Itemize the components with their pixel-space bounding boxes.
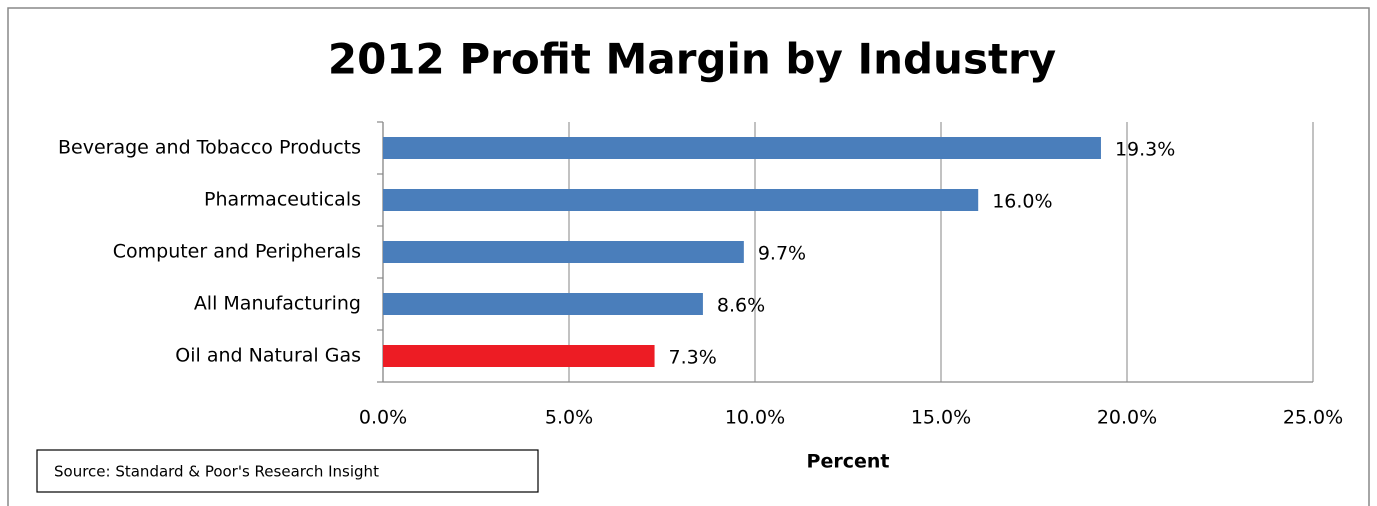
bar xyxy=(383,345,655,367)
chart-title: 2012 Profit Margin by Industry xyxy=(328,35,1056,84)
data-label: 7.3% xyxy=(669,347,717,369)
data-label: 9.7% xyxy=(758,243,806,265)
x-tick-label: 20.0% xyxy=(1097,407,1157,429)
bar xyxy=(383,137,1101,159)
bar xyxy=(383,189,979,211)
x-tick-label: 10.0% xyxy=(725,407,785,429)
source-text: Source: Standard & Poor's Research Insig… xyxy=(54,463,379,481)
y-tick-label: Oil and Natural Gas xyxy=(175,345,361,367)
x-tick-label: 15.0% xyxy=(911,407,971,429)
y-tick-label: Beverage and Tobacco Products xyxy=(58,137,361,159)
data-label: 19.3% xyxy=(1115,139,1175,161)
x-tick-label: 5.0% xyxy=(545,407,593,429)
data-label: 16.0% xyxy=(992,191,1052,213)
bar xyxy=(383,241,744,263)
x-tick-label: 0.0% xyxy=(359,407,407,429)
bar xyxy=(383,293,703,315)
x-axis-label: Percent xyxy=(807,451,890,473)
data-label: 8.6% xyxy=(717,295,765,317)
y-tick-label: All Manufacturing xyxy=(194,293,361,315)
x-tick-label: 25.0% xyxy=(1283,407,1343,429)
y-tick-label: Pharmaceuticals xyxy=(204,189,361,211)
source-box xyxy=(36,449,539,493)
y-tick-label: Computer and Peripherals xyxy=(113,241,361,263)
